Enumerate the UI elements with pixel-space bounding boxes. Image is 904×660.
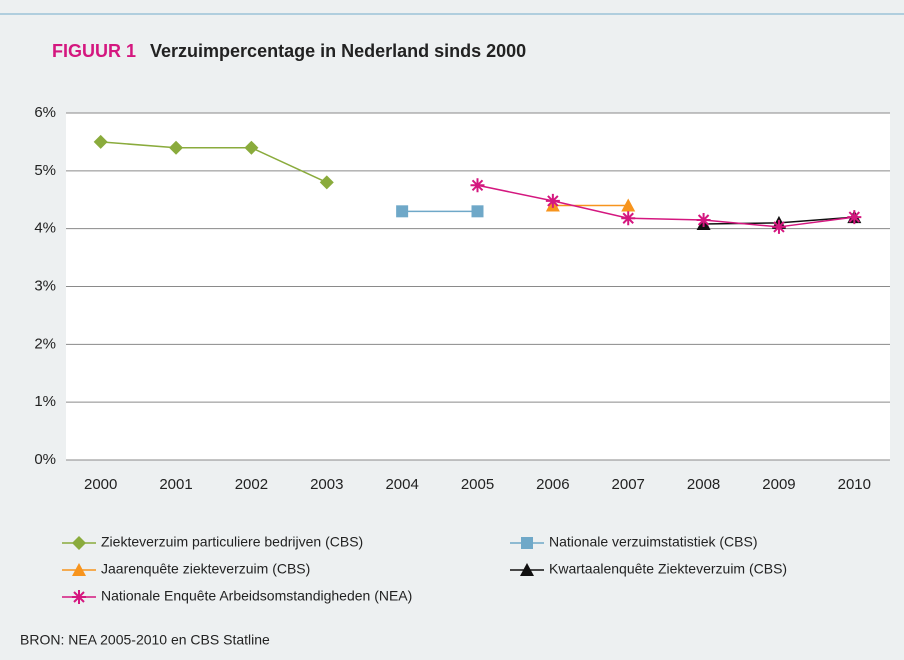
legend-marker <box>72 563 86 576</box>
series-line <box>477 184 855 228</box>
data-point <box>93 134 108 149</box>
data-point <box>621 198 636 212</box>
data-point <box>545 193 560 208</box>
series-line <box>100 141 328 184</box>
y-tick-label: 6% <box>34 104 56 121</box>
x-tick-label: 2005 <box>461 476 494 493</box>
x-tick-label: 2009 <box>762 476 795 493</box>
legend-marker <box>520 563 534 576</box>
y-tick-label: 1% <box>34 393 56 410</box>
source: BRON: NEA 2005-2010 en CBS Statline <box>20 632 270 648</box>
data-point <box>169 140 184 155</box>
data-point <box>696 212 711 227</box>
data-point <box>470 178 485 193</box>
data-point <box>244 140 259 155</box>
x-tick-label: 2002 <box>235 476 268 493</box>
chart-title: FIGUUR 1 Verzuimpercentage in Nederland s… <box>52 41 526 61</box>
data-point <box>396 205 409 218</box>
y-tick-label: 5% <box>34 162 56 179</box>
data-point <box>771 219 786 234</box>
legend-label: Nationale verzuimstatistiek (CBS) <box>549 534 758 550</box>
legend-marker <box>72 536 86 550</box>
x-tick-label: 2007 <box>612 476 645 493</box>
x-tick-label: 2004 <box>385 476 418 493</box>
x-tick-label: 2008 <box>687 476 720 493</box>
x-tick-label: 2001 <box>159 476 192 493</box>
legend-marker <box>72 590 86 604</box>
y-tick-label: 0% <box>34 451 56 468</box>
data-point <box>847 210 862 225</box>
y-tick-label: 3% <box>34 277 56 294</box>
y-tick-label: 4% <box>34 220 56 237</box>
x-tick-label: 2003 <box>310 476 343 493</box>
y-tick-label: 2% <box>34 335 56 352</box>
data-point <box>319 175 334 190</box>
legend-label: Ziekteverzuim particuliere bedrijven (CB… <box>101 534 363 550</box>
x-tick-label: 2006 <box>536 476 569 493</box>
data-point <box>621 211 636 226</box>
legend-label: Nationale Enquête Arbeidsomstandigheden … <box>101 588 412 604</box>
legend-label: Kwartaalenquête Ziekteverzuim (CBS) <box>549 561 787 577</box>
data-point <box>471 205 484 218</box>
x-tick-label: 2010 <box>838 476 871 493</box>
legend-marker <box>521 537 533 549</box>
x-tick-label: 2000 <box>84 476 117 493</box>
title-text: Verzuimpercentage in Nederland sinds 200… <box>150 41 526 61</box>
figure-label: FIGUUR 1 <box>52 41 136 61</box>
legend-label: Jaarenquête ziekteverzuim (CBS) <box>101 561 310 577</box>
